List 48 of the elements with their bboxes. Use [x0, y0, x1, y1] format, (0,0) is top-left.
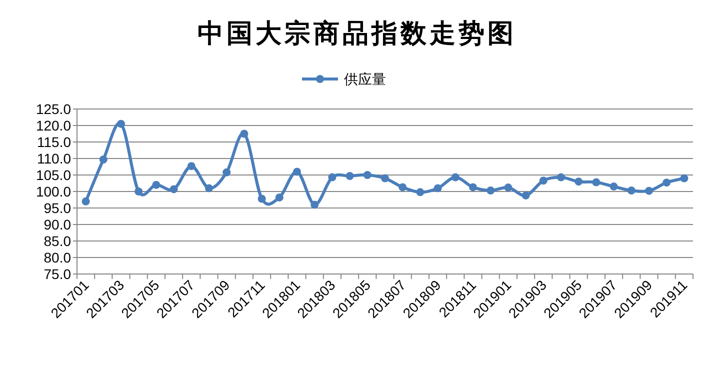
legend-label: 供应量: [344, 71, 386, 87]
point: [469, 183, 477, 192]
point: [258, 194, 266, 203]
point: [610, 182, 618, 191]
point: [293, 168, 301, 176]
point: [363, 171, 372, 179]
point: [152, 180, 160, 189]
y-tick-label: 105.0: [36, 167, 72, 183]
y-tick-label: 115.0: [37, 134, 72, 150]
y-tick-label: 95.0: [44, 200, 72, 216]
point: [416, 188, 424, 196]
y-tick-label: 110.0: [37, 150, 72, 166]
chart-title: 中国大宗商品指数走势图: [198, 19, 516, 49]
point: [222, 168, 231, 176]
y-tick-label: 80.0: [44, 250, 72, 266]
point: [539, 176, 548, 185]
point: [451, 173, 460, 182]
y-tick-label: 85.0: [44, 233, 72, 249]
point: [310, 200, 319, 209]
point: [662, 178, 671, 187]
y-tick-label: 90.0: [44, 216, 72, 232]
point: [187, 162, 196, 170]
point: [346, 172, 354, 180]
point: [99, 155, 108, 164]
point: [398, 183, 407, 192]
y-tick-label: 125.0: [36, 101, 72, 117]
point: [522, 191, 530, 200]
point: [275, 193, 284, 202]
point: [134, 188, 143, 196]
point: [328, 173, 336, 182]
point: [486, 186, 495, 195]
point: [627, 186, 636, 195]
point: [557, 173, 565, 182]
point: [434, 184, 442, 192]
point: [240, 130, 248, 138]
point: [82, 197, 90, 206]
y-tick-label: 75.0: [44, 266, 72, 282]
point: [117, 120, 125, 128]
y-tick-label: 120.0: [36, 118, 72, 134]
point: [381, 174, 389, 182]
point: [680, 174, 688, 182]
point: [205, 184, 213, 192]
point: [504, 184, 512, 192]
point: [170, 185, 178, 194]
point: [574, 178, 583, 186]
point: [592, 178, 600, 186]
y-tick-label: 100.0: [36, 184, 72, 200]
point: [645, 186, 653, 195]
